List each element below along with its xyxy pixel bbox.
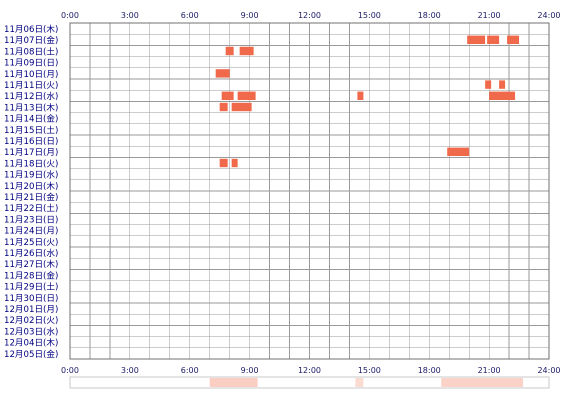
row-label-date: 11月27日(木) (4, 258, 58, 270)
activity-bar (485, 80, 492, 89)
summary-strip-band (209, 378, 258, 387)
row-label-date: 11月18日(火) (4, 158, 58, 169)
summary-strip (69, 376, 550, 389)
activity-bar (231, 102, 252, 112)
x-tick-label-bottom: 18:00 (418, 366, 441, 375)
plot-border (69, 22, 550, 360)
summary-strip-band (441, 378, 524, 387)
x-tick-label-top: 21:00 (478, 11, 501, 20)
activity-bar (237, 91, 256, 100)
row-label-date: 12月01日(月) (4, 304, 58, 315)
row-label-date: 12月05日(金) (4, 348, 58, 360)
activity-bar (231, 158, 238, 168)
x-tick-label-bottom: 0:00 (61, 366, 79, 375)
x-tick-label-top: 24:00 (537, 11, 560, 20)
activity-bar (507, 35, 520, 44)
row-label-date: 11月17日(月) (4, 147, 58, 158)
row-label-date: 11月19日(水) (4, 169, 58, 181)
activity-bar (215, 69, 230, 78)
activity-bar (219, 158, 228, 168)
row-label-date: 11月10日(月) (4, 69, 58, 80)
row-label-date: 11月11日(火) (4, 80, 58, 91)
row-label-date: 11月12日(水) (4, 90, 58, 102)
row-label-date: 11月20日(木) (4, 180, 58, 192)
row-label-date: 11月30日(日) (4, 293, 58, 304)
activity-bar (499, 80, 506, 89)
row-label-date: 11月21日(金) (4, 191, 58, 203)
activity-bar (489, 91, 516, 100)
row-label-date: 11月13日(木) (4, 101, 58, 113)
row-label-date: 11月25日(火) (4, 237, 58, 248)
row-label-date: 11月16日(日) (4, 136, 58, 147)
activity-bar (487, 35, 500, 44)
row-label-date: 11月06日(木) (4, 23, 58, 35)
activity-bar (467, 35, 486, 44)
x-tick-label-top: 9:00 (241, 11, 259, 20)
row-label-date: 11月29日(土) (4, 281, 58, 293)
row-label-date: 12月02日(火) (4, 315, 58, 326)
row-label-date: 11月24日(月) (4, 226, 58, 237)
row-label-date: 12月03日(水) (4, 325, 58, 337)
activity-bar (221, 91, 234, 100)
activity-bar (219, 102, 228, 112)
x-tick-label-top: 3:00 (121, 11, 139, 20)
x-tick-label-bottom: 3:00 (121, 366, 139, 375)
x-tick-label-bottom: 6:00 (181, 366, 199, 375)
row-label-date: 11月14日(金) (4, 113, 58, 125)
x-tick-label-bottom: 9:00 (241, 366, 259, 375)
x-tick-label-top: 6:00 (181, 11, 199, 20)
row-label-date: 12月04日(木) (4, 337, 58, 349)
activity-bar (357, 91, 364, 100)
activity-bar (239, 46, 254, 56)
row-label-date: 11月08日(土) (4, 45, 58, 57)
row-label-date: 11月07日(金) (4, 34, 58, 46)
x-tick-label-bottom: 24:00 (537, 366, 560, 375)
x-tick-label-bottom: 12:00 (298, 366, 321, 375)
x-tick-label-top: 18:00 (418, 11, 441, 20)
row-label-date: 11月23日(日) (4, 214, 58, 225)
x-tick-label-top: 15:00 (358, 11, 381, 20)
x-tick-label-top: 0:00 (61, 11, 79, 20)
row-label-date: 11月09日(日) (4, 58, 58, 69)
row-label-date: 11月22日(土) (4, 202, 58, 214)
row-label-date: 11月26日(水) (4, 247, 58, 259)
x-tick-label-bottom: 21:00 (478, 366, 501, 375)
summary-strip-band (355, 378, 364, 387)
row-label-date: 11月15日(土) (4, 124, 58, 136)
activity-bar (225, 46, 234, 56)
activity-bar (447, 147, 470, 156)
row-label-date: 11月28日(金) (4, 269, 58, 281)
x-tick-label-bottom: 15:00 (358, 366, 381, 375)
x-tick-label-top: 12:00 (298, 11, 321, 20)
